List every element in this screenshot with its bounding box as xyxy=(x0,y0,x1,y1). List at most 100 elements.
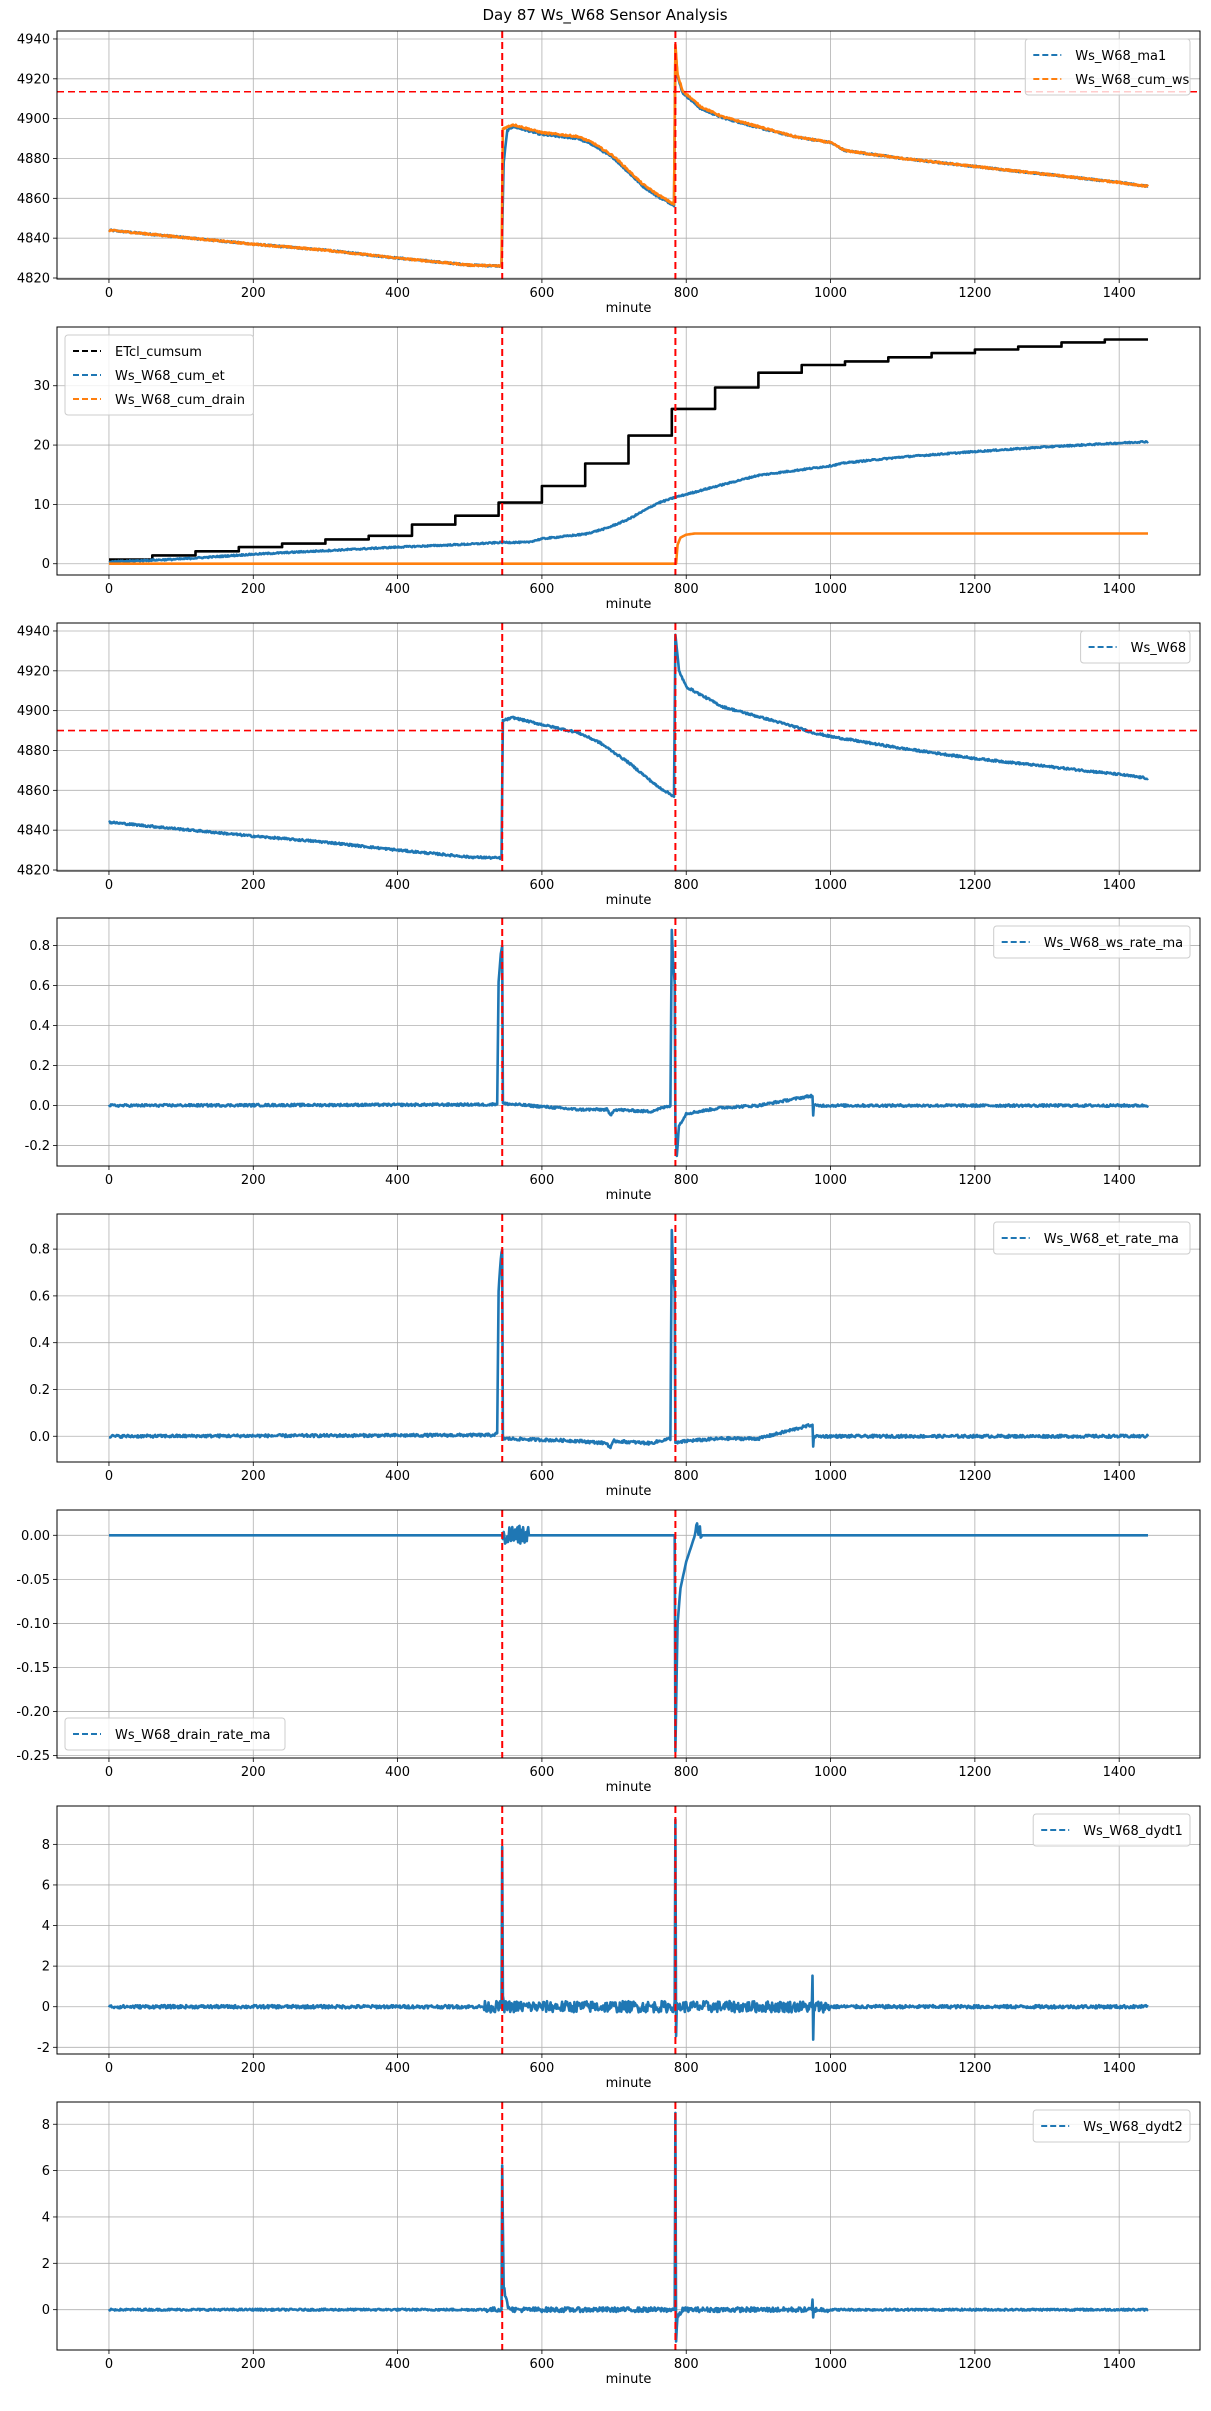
legend-label: Ws_W68 xyxy=(1131,641,1187,656)
x-tick-label: 400 xyxy=(385,582,410,597)
x-tick-label: 1200 xyxy=(958,2357,991,2372)
x-tick-label: 1200 xyxy=(958,1469,991,1484)
x-axis-label: minute xyxy=(606,1780,652,1795)
x-axis-label: minute xyxy=(606,597,652,612)
legend-box xyxy=(1032,2109,1191,2143)
y-tick-label: 4860 xyxy=(17,784,50,799)
y-tick-label: 6 xyxy=(42,2164,50,2179)
x-tick-label: 600 xyxy=(529,2061,554,2076)
x-tick-label: 1000 xyxy=(814,878,847,893)
axes-frame xyxy=(56,622,1201,872)
legend-box xyxy=(1080,630,1191,664)
x-tick-label: 800 xyxy=(674,2061,699,2076)
legend: Ws_W68_drain_rate_ma xyxy=(64,1717,286,1751)
legend-label: Ws_W68_drain_rate_ma xyxy=(115,1728,270,1743)
y-tick-label: -0.10 xyxy=(16,1617,50,1632)
y-tick-label: 0.6 xyxy=(29,1289,50,1304)
y-tick-label: 0.2 xyxy=(29,1059,50,1074)
y-tick-label: 4880 xyxy=(17,152,50,167)
subplot-1: 0 200 400 600 800 1000 1200 1400 4820 4840 4860 488… xyxy=(17,30,1201,316)
x-tick-label: 600 xyxy=(529,1469,554,1484)
legend-box xyxy=(993,925,1191,959)
series-line-ws-w68 xyxy=(108,633,1149,861)
y-tick-label: 6 xyxy=(42,1878,50,1893)
y-tick-label: 2 xyxy=(42,2257,50,2272)
x-tick-label: 400 xyxy=(385,878,410,893)
x-tick-label: 0 xyxy=(105,1765,113,1780)
y-tick-label: 20 xyxy=(33,439,50,454)
y-tick-label: -0.2 xyxy=(25,1139,50,1154)
y-tick-label: 4 xyxy=(42,2210,50,2225)
x-tick-label: 800 xyxy=(674,878,699,893)
x-tick-label: 1000 xyxy=(814,1173,847,1188)
x-tick-label: 600 xyxy=(529,1173,554,1188)
legend-label: Ws_W68_ma1 xyxy=(1075,49,1166,64)
y-tick-label: 0.6 xyxy=(29,979,50,994)
x-tick-label: 1400 xyxy=(1103,2061,1136,2076)
plot-area xyxy=(107,2102,1149,2350)
x-tick-label: 400 xyxy=(385,2357,410,2372)
x-tick-label: 600 xyxy=(529,878,554,893)
axes-frame xyxy=(56,1509,1201,1759)
x-tick-label: 200 xyxy=(241,878,266,893)
legend-label: ETcl_cumsum xyxy=(115,345,202,360)
legend-box xyxy=(64,1717,286,1751)
subplot-6: 0 200 400 600 800 1000 1200 1400 -0.25 -0.20 -0.15… xyxy=(16,1509,1201,1795)
plot-area xyxy=(108,327,1149,575)
y-tick-label: -0.20 xyxy=(16,1705,50,1720)
legend: Ws_W68_ws_rate_ma xyxy=(993,925,1191,959)
y-tick-label: -0.05 xyxy=(16,1573,50,1588)
y-tick-label: 4940 xyxy=(17,32,50,47)
y-tick-label: 0 xyxy=(42,2303,50,2318)
x-tick-label: 1400 xyxy=(1103,1469,1136,1484)
x-tick-label: 1000 xyxy=(814,2061,847,2076)
y-tick-label: 10 xyxy=(33,498,50,513)
legend: Ws_W68_et_rate_ma xyxy=(993,1221,1191,1255)
x-tick-label: 1000 xyxy=(814,2357,847,2372)
axes-frame xyxy=(56,917,1201,1167)
subplot-4: 0 200 400 600 800 1000 1200 1400 -0.2 0.0 0.2 0.4 0.… xyxy=(25,917,1201,1203)
x-tick-label: 400 xyxy=(385,1765,410,1780)
x-tick-label: 1200 xyxy=(958,1765,991,1780)
subplot-5: 0 200 400 600 800 1000 1200 1400 0.0 0.2 0.4 0.6 0.8… xyxy=(29,1213,1201,1499)
axes-frame xyxy=(56,30,1201,280)
y-tick-label: 0.4 xyxy=(29,1336,50,1351)
y-tick-label: 0.0 xyxy=(29,1099,50,1114)
y-tick-label: 30 xyxy=(33,379,50,394)
x-tick-label: 200 xyxy=(241,286,266,301)
subplot-3: 0 200 400 600 800 1000 1200 1400 4820 4840 4860 488… xyxy=(17,622,1201,908)
y-tick-label: 4920 xyxy=(17,72,50,87)
x-tick-label: 1400 xyxy=(1103,582,1136,597)
x-tick-label: 1200 xyxy=(958,878,991,893)
y-tick-label: 0.8 xyxy=(29,939,50,954)
y-tick-label: 4820 xyxy=(17,272,50,287)
x-tick-label: 400 xyxy=(385,1173,410,1188)
y-tick-label: 4860 xyxy=(17,192,50,207)
y-tick-label: 4920 xyxy=(17,664,50,679)
legend-box xyxy=(1032,1813,1191,1847)
y-tick-label: 4820 xyxy=(17,864,50,879)
x-tick-label: 0 xyxy=(105,878,113,893)
x-tick-label: 400 xyxy=(385,286,410,301)
legend: Ws_W68_ma1 Ws_W68_cum_ws xyxy=(1024,38,1191,96)
y-tick-label: 0.4 xyxy=(29,1019,50,1034)
axes-frame xyxy=(56,326,1201,576)
subplot-2: 0 200 400 600 800 1000 1200 1400 0 10 20 30 minute ET… xyxy=(33,326,1201,612)
x-tick-label: 0 xyxy=(105,2061,113,2076)
subplots: 0 200 400 600 800 1000 1200 1400482048404860488… xyxy=(16,30,1201,2387)
x-tick-label: 800 xyxy=(674,582,699,597)
x-tick-label: 1400 xyxy=(1103,1765,1136,1780)
x-tick-label: 800 xyxy=(674,2357,699,2372)
legend-label: Ws_W68_cum_drain xyxy=(115,393,245,408)
y-tick-label: 4940 xyxy=(17,624,50,639)
y-tick-label: 4840 xyxy=(17,824,50,839)
legend: ETcl_cumsum Ws_W68_cum_et Ws_W68_cum_drain xyxy=(64,334,254,416)
x-tick-label: 1400 xyxy=(1103,2357,1136,2372)
legend-label: Ws_W68_dydt2 xyxy=(1083,2120,1183,2135)
plot-area xyxy=(107,918,1150,1166)
series-line-ws-w68-cum-drain xyxy=(108,532,1149,565)
x-tick-label: 1000 xyxy=(814,1469,847,1484)
legend: Ws_W68_dydt2 xyxy=(1032,2109,1191,2143)
x-tick-label: 800 xyxy=(674,1173,699,1188)
x-tick-label: 600 xyxy=(529,582,554,597)
